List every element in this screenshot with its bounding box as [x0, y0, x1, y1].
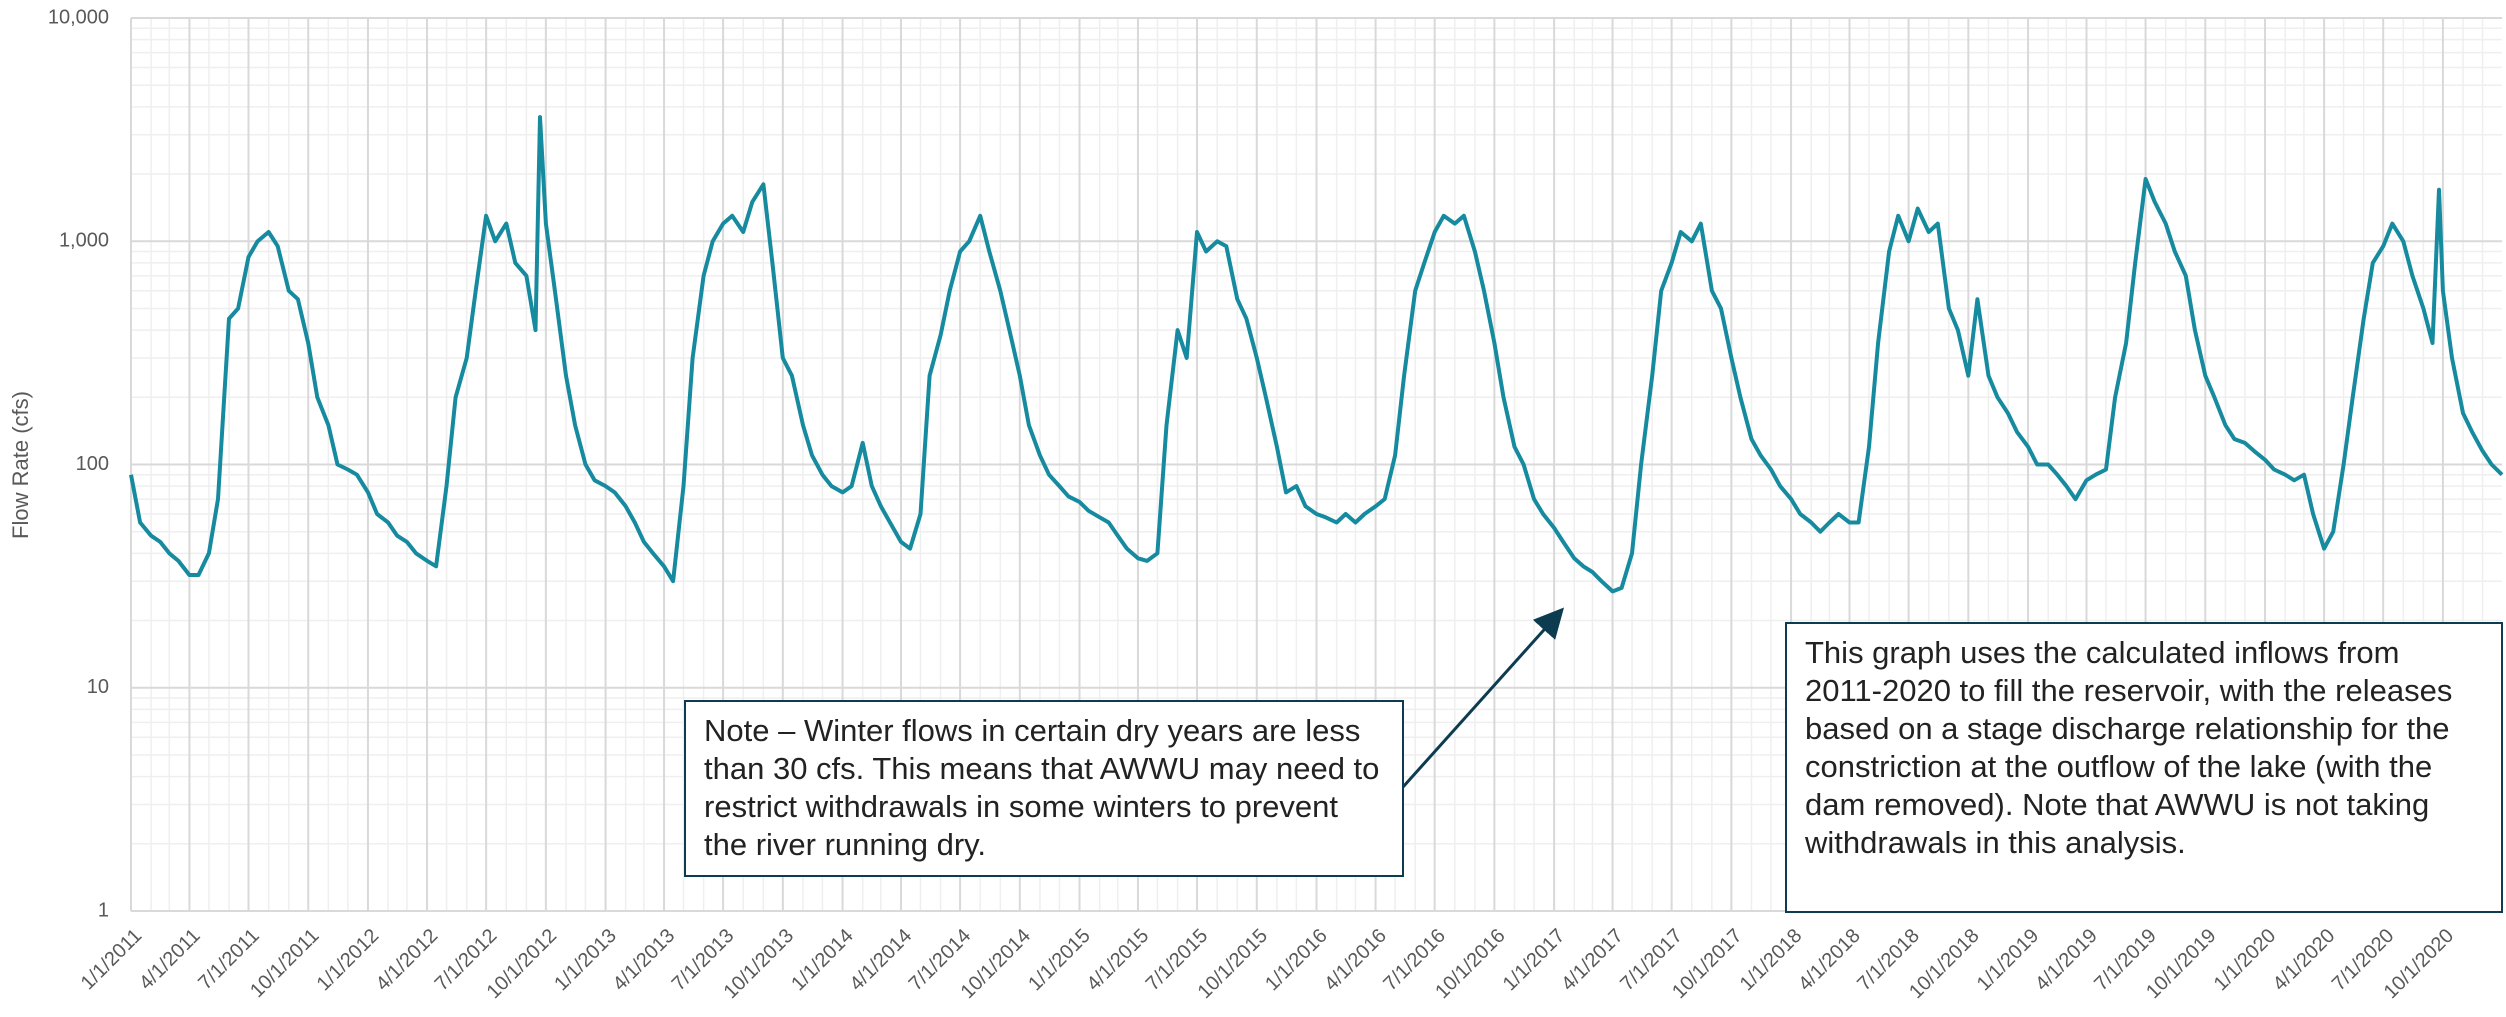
x-tick-label: 1/1/2013 [550, 925, 621, 996]
y-tick-label: 1,000 [59, 230, 109, 252]
y-axis-label: Flow Rate (cfs) [8, 391, 33, 539]
y-tick-label: 10 [87, 676, 109, 698]
x-tick-label: 1/1/2015 [1024, 925, 1095, 996]
x-tick-label: 4/1/2018 [1794, 925, 1865, 996]
y-tick-label: 1 [98, 899, 109, 921]
annotation: This graph uses the calculated inflows f… [1785, 622, 2503, 913]
x-tick-label: 4/1/2011 [135, 925, 205, 995]
annotation-arrow [1401, 607, 1565, 789]
annotation: Note – Winter flows in certain dry years… [684, 700, 1404, 877]
x-tick-label: 1/1/2018 [1736, 925, 1807, 996]
x-tick-label: 1/1/2019 [1973, 925, 2044, 996]
x-tick-label: 1/1/2016 [1261, 925, 1332, 996]
x-tick-label: 4/1/2019 [2031, 925, 2102, 996]
x-tick-label: 1/1/2020 [2210, 925, 2281, 996]
x-tick-label: 4/1/2015 [1083, 925, 1154, 996]
data-line [129, 115, 2504, 594]
y-tick-label: 10,000 [48, 6, 109, 28]
y-tick-label: 100 [76, 453, 109, 475]
x-tick-label: 4/1/2017 [1557, 925, 1628, 996]
x-tick-label: 4/1/2016 [1320, 925, 1391, 996]
x-tick-label: 1/1/2012 [313, 925, 384, 996]
x-tick-label: 4/1/2014 [846, 925, 917, 996]
x-tick-label: 1/1/2011 [77, 925, 147, 995]
x-tick-label: 1/1/2014 [787, 925, 858, 996]
x-tick-label: 4/1/2020 [2269, 925, 2340, 996]
x-tick-label: 4/1/2012 [372, 925, 443, 996]
x-tick-label: 1/1/2017 [1499, 925, 1570, 996]
x-tick-label: 4/1/2013 [609, 925, 680, 996]
